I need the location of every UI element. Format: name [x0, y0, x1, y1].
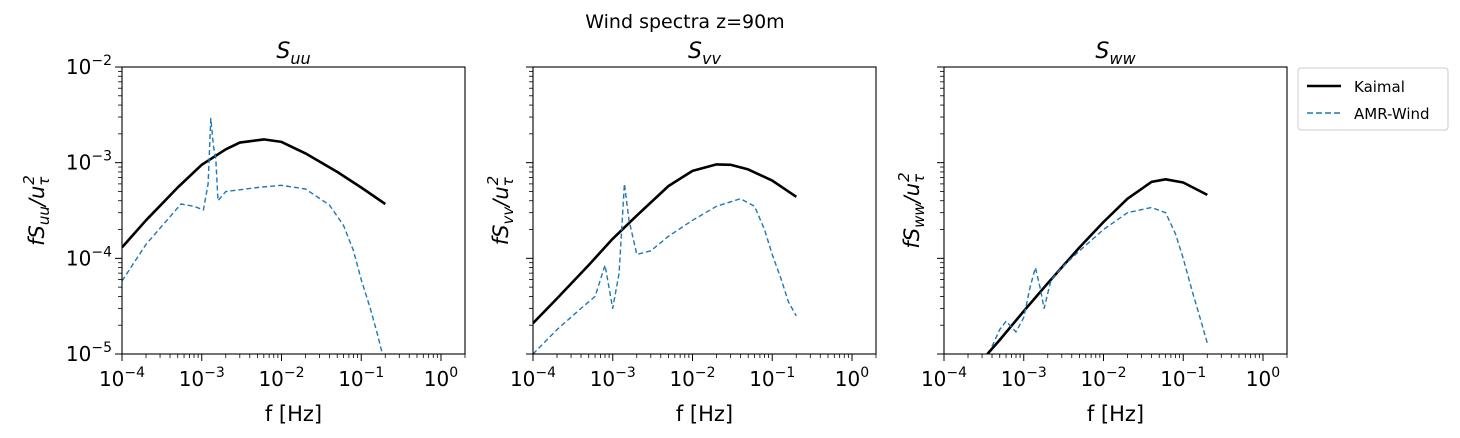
x-axis-label: f [Hz]: [265, 402, 322, 426]
x-tick-label: 100: [1246, 365, 1280, 391]
y-axis-label: fSuu/uτ2: [20, 175, 53, 246]
y-axis-label: fSvv/uτ2: [484, 176, 517, 245]
x-tick-label: 10−3: [1001, 365, 1047, 391]
axes-frame: [943, 66, 1288, 355]
x-axis-label: f [Hz]: [676, 402, 733, 426]
y-tick-label: 10−3: [66, 149, 112, 175]
figure-suptitle: Wind spectra z=90m: [585, 11, 784, 33]
series-line-kaimal: [986, 178, 1208, 354]
axes-frame: [532, 66, 877, 355]
x-tick-label: 10−2: [1080, 365, 1126, 391]
x-tick-label: 10−1: [749, 365, 795, 391]
series-line-amr-wind: [991, 206, 1208, 347]
x-tick-label: 10−4: [99, 365, 145, 391]
series-line-kaimal: [533, 163, 798, 325]
x-tick-label: 10−3: [590, 365, 636, 391]
x-axis-label: f [Hz]: [1087, 402, 1144, 426]
panel-title: Sww: [1095, 39, 1136, 68]
x-tick-label: 10−2: [258, 365, 304, 391]
series-line-amr-wind: [533, 183, 797, 354]
legend: Kaimal AMR-Wind: [1297, 67, 1449, 131]
panel-title: Svv: [688, 39, 721, 68]
x-tick-label: 10−3: [179, 365, 225, 391]
x-tick-label: 10−4: [510, 365, 556, 391]
panel-title: Suu: [276, 39, 310, 68]
y-tick-label: 10−5: [66, 340, 112, 366]
legend-frame: [1297, 67, 1449, 131]
legend-kaimal-label: Kaimal: [1354, 78, 1405, 96]
x-tick-label: 10−1: [338, 365, 384, 391]
x-tick-label: 10−1: [1160, 365, 1206, 391]
series-line-amr-wind: [122, 117, 384, 354]
panel-ww: 10−4 10−3 10−2 10−1 100 Sww f [Hz] fSww/uτ2: [895, 39, 1288, 426]
legend-amr-wind-label: AMR-Wind: [1354, 105, 1430, 123]
x-tick-label: 100: [424, 365, 458, 391]
axes-frame: [121, 66, 466, 355]
y-tick-label: 10−4: [66, 244, 112, 270]
y-axis-label: fSww/uτ2: [895, 172, 928, 248]
panel-vv: 10−4 10−3 10−2 10−1 100 Svv f [Hz] fSvv/uτ2: [484, 39, 877, 426]
x-tick-label: 10−2: [669, 365, 715, 391]
y-tick-label: 10−2: [66, 53, 112, 79]
x-tick-label: 100: [835, 365, 869, 391]
x-tick-label: 10−4: [921, 365, 967, 391]
series-line-kaimal: [122, 138, 387, 249]
